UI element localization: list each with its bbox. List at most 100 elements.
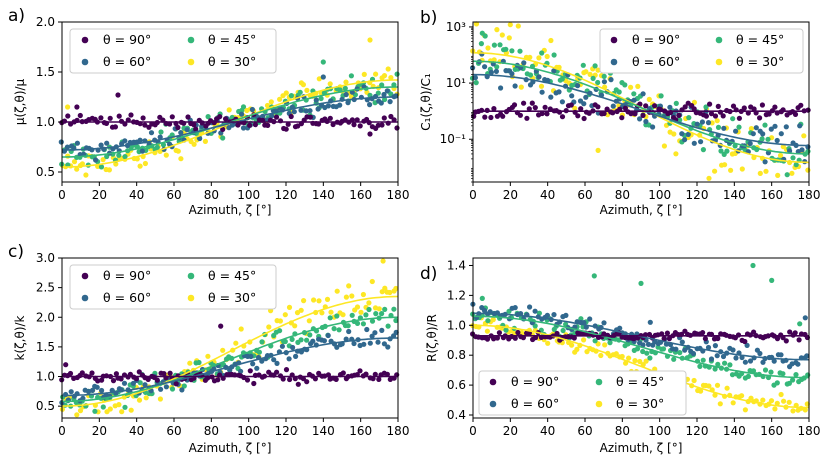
data-point-theta-60 xyxy=(137,137,143,143)
data-point-theta-45 xyxy=(363,312,369,318)
panel-c-y-ticks: 0.5 1.0 1.5 2.0 2.5 3.0 xyxy=(36,251,62,413)
data-point-theta-45 xyxy=(724,148,730,154)
data-point-theta-90 xyxy=(307,114,313,120)
data-point-theta-30 xyxy=(277,96,283,102)
data-point-theta-60 xyxy=(381,341,387,347)
data-point-theta-60 xyxy=(269,113,275,119)
data-point-theta-30 xyxy=(300,82,306,88)
data-point-theta-30 xyxy=(635,83,641,89)
data-point-theta-45 xyxy=(394,71,400,77)
data-point-theta-90 xyxy=(524,115,530,121)
data-point-theta-45 xyxy=(331,326,337,332)
data-point-theta-90 xyxy=(787,329,793,335)
data-point-theta-60 xyxy=(532,308,538,314)
data-point-theta-90 xyxy=(274,369,280,375)
y-tick-label: 1.5 xyxy=(36,65,55,79)
data-point-theta-60 xyxy=(367,340,373,346)
panel-d-fits xyxy=(473,312,809,409)
data-point-theta-60 xyxy=(372,330,378,336)
data-point-theta-45 xyxy=(473,80,479,86)
data-point-theta-30 xyxy=(724,385,730,391)
data-point-theta-60 xyxy=(643,118,649,125)
data-point-theta-90 xyxy=(65,113,71,119)
data-point-theta-30 xyxy=(266,324,272,330)
data-point-theta-45 xyxy=(479,30,485,36)
data-point-theta-45 xyxy=(592,63,598,69)
data-point-theta-45 xyxy=(677,350,683,356)
data-point-theta-30 xyxy=(598,352,604,359)
data-point-theta-30 xyxy=(175,148,181,154)
data-point-theta-30 xyxy=(583,69,589,75)
data-point-theta-45 xyxy=(122,404,128,410)
data-point-theta-45 xyxy=(298,337,304,343)
data-point-theta-90 xyxy=(220,126,226,132)
data-point-theta-30 xyxy=(311,297,317,303)
data-point-theta-60 xyxy=(509,71,515,77)
data-point-theta-60 xyxy=(679,131,685,137)
data-point-theta-45 xyxy=(485,318,491,324)
legend-label-30: θ = 30° xyxy=(736,54,784,69)
data-point-theta-90 xyxy=(491,106,497,112)
data-point-theta-45 xyxy=(762,122,768,128)
panel-b-x-ticks: 0 20 40 60 80 100 120 140 160 180 xyxy=(469,182,820,202)
data-point-theta-45 xyxy=(644,350,650,356)
panel-a-x-ticks: 0 20 40 60 80 100 120 140 160 180 xyxy=(58,182,409,202)
data-point-theta-90 xyxy=(98,115,104,121)
data-point-theta-60 xyxy=(548,94,554,100)
data-point-theta-90 xyxy=(175,124,181,131)
data-point-theta-30 xyxy=(548,37,554,44)
data-point-theta-90 xyxy=(136,369,142,375)
x-tick-label: 160 xyxy=(760,424,783,438)
data-point-theta-90 xyxy=(288,113,294,120)
data-point-theta-45 xyxy=(580,62,586,68)
data-point-theta-30 xyxy=(742,407,749,413)
data-point-theta-45 xyxy=(382,96,388,103)
x-tick-label: 140 xyxy=(723,188,746,202)
data-point-theta-30 xyxy=(581,337,587,343)
data-point-theta-60 xyxy=(581,101,587,107)
x-tick-label: 180 xyxy=(387,424,410,438)
data-point-theta-30 xyxy=(367,37,373,43)
data-point-theta-90 xyxy=(521,100,527,106)
panel-d-x-label: Azimuth, ζ [°] xyxy=(600,441,683,455)
data-point-theta-60 xyxy=(148,130,155,136)
data-point-theta-30 xyxy=(748,395,754,401)
data-point-theta-30 xyxy=(706,175,712,181)
data-point-theta-30 xyxy=(292,323,298,329)
data-point-theta-30 xyxy=(178,156,184,162)
x-tick-label: 140 xyxy=(723,424,746,438)
data-point-theta-60 xyxy=(569,93,575,99)
data-point-theta-45 xyxy=(750,368,757,374)
data-point-theta-30 xyxy=(388,75,394,81)
data-point-theta-45 xyxy=(715,361,721,367)
data-point-theta-90 xyxy=(247,368,253,374)
data-point-theta-90 xyxy=(542,104,548,110)
data-point-theta-90 xyxy=(235,122,241,128)
data-point-theta-60 xyxy=(179,387,185,393)
data-point-theta-60 xyxy=(720,353,727,360)
data-point-theta-30 xyxy=(781,398,787,404)
data-point-theta-90 xyxy=(792,111,799,117)
data-point-theta-45 xyxy=(366,306,372,313)
data-point-theta-60 xyxy=(384,88,390,94)
legend-box xyxy=(69,264,277,310)
data-point-theta-45 xyxy=(762,367,769,373)
data-point-theta-45 xyxy=(729,372,736,378)
data-point-theta-60 xyxy=(379,327,385,333)
data-point-theta-30 xyxy=(628,84,634,90)
data-point-theta-60 xyxy=(387,99,393,105)
data-point-theta-90 xyxy=(730,103,737,109)
data-point-theta-30 xyxy=(334,288,340,294)
data-point-theta-30 xyxy=(319,310,325,316)
data-point-theta-30 xyxy=(768,398,775,404)
data-point-theta-30 xyxy=(298,307,304,313)
legend-marker-30 xyxy=(715,58,723,66)
data-point-theta-45 xyxy=(494,64,500,70)
data-point-theta-60 xyxy=(650,124,656,130)
panel-b-axes-frame xyxy=(472,21,810,183)
data-point-theta-30 xyxy=(714,382,721,388)
data-point-theta-45 xyxy=(797,321,803,327)
data-point-theta-45 xyxy=(658,93,664,99)
data-point-theta-45 xyxy=(348,73,354,79)
data-point-theta-90 xyxy=(89,370,95,376)
